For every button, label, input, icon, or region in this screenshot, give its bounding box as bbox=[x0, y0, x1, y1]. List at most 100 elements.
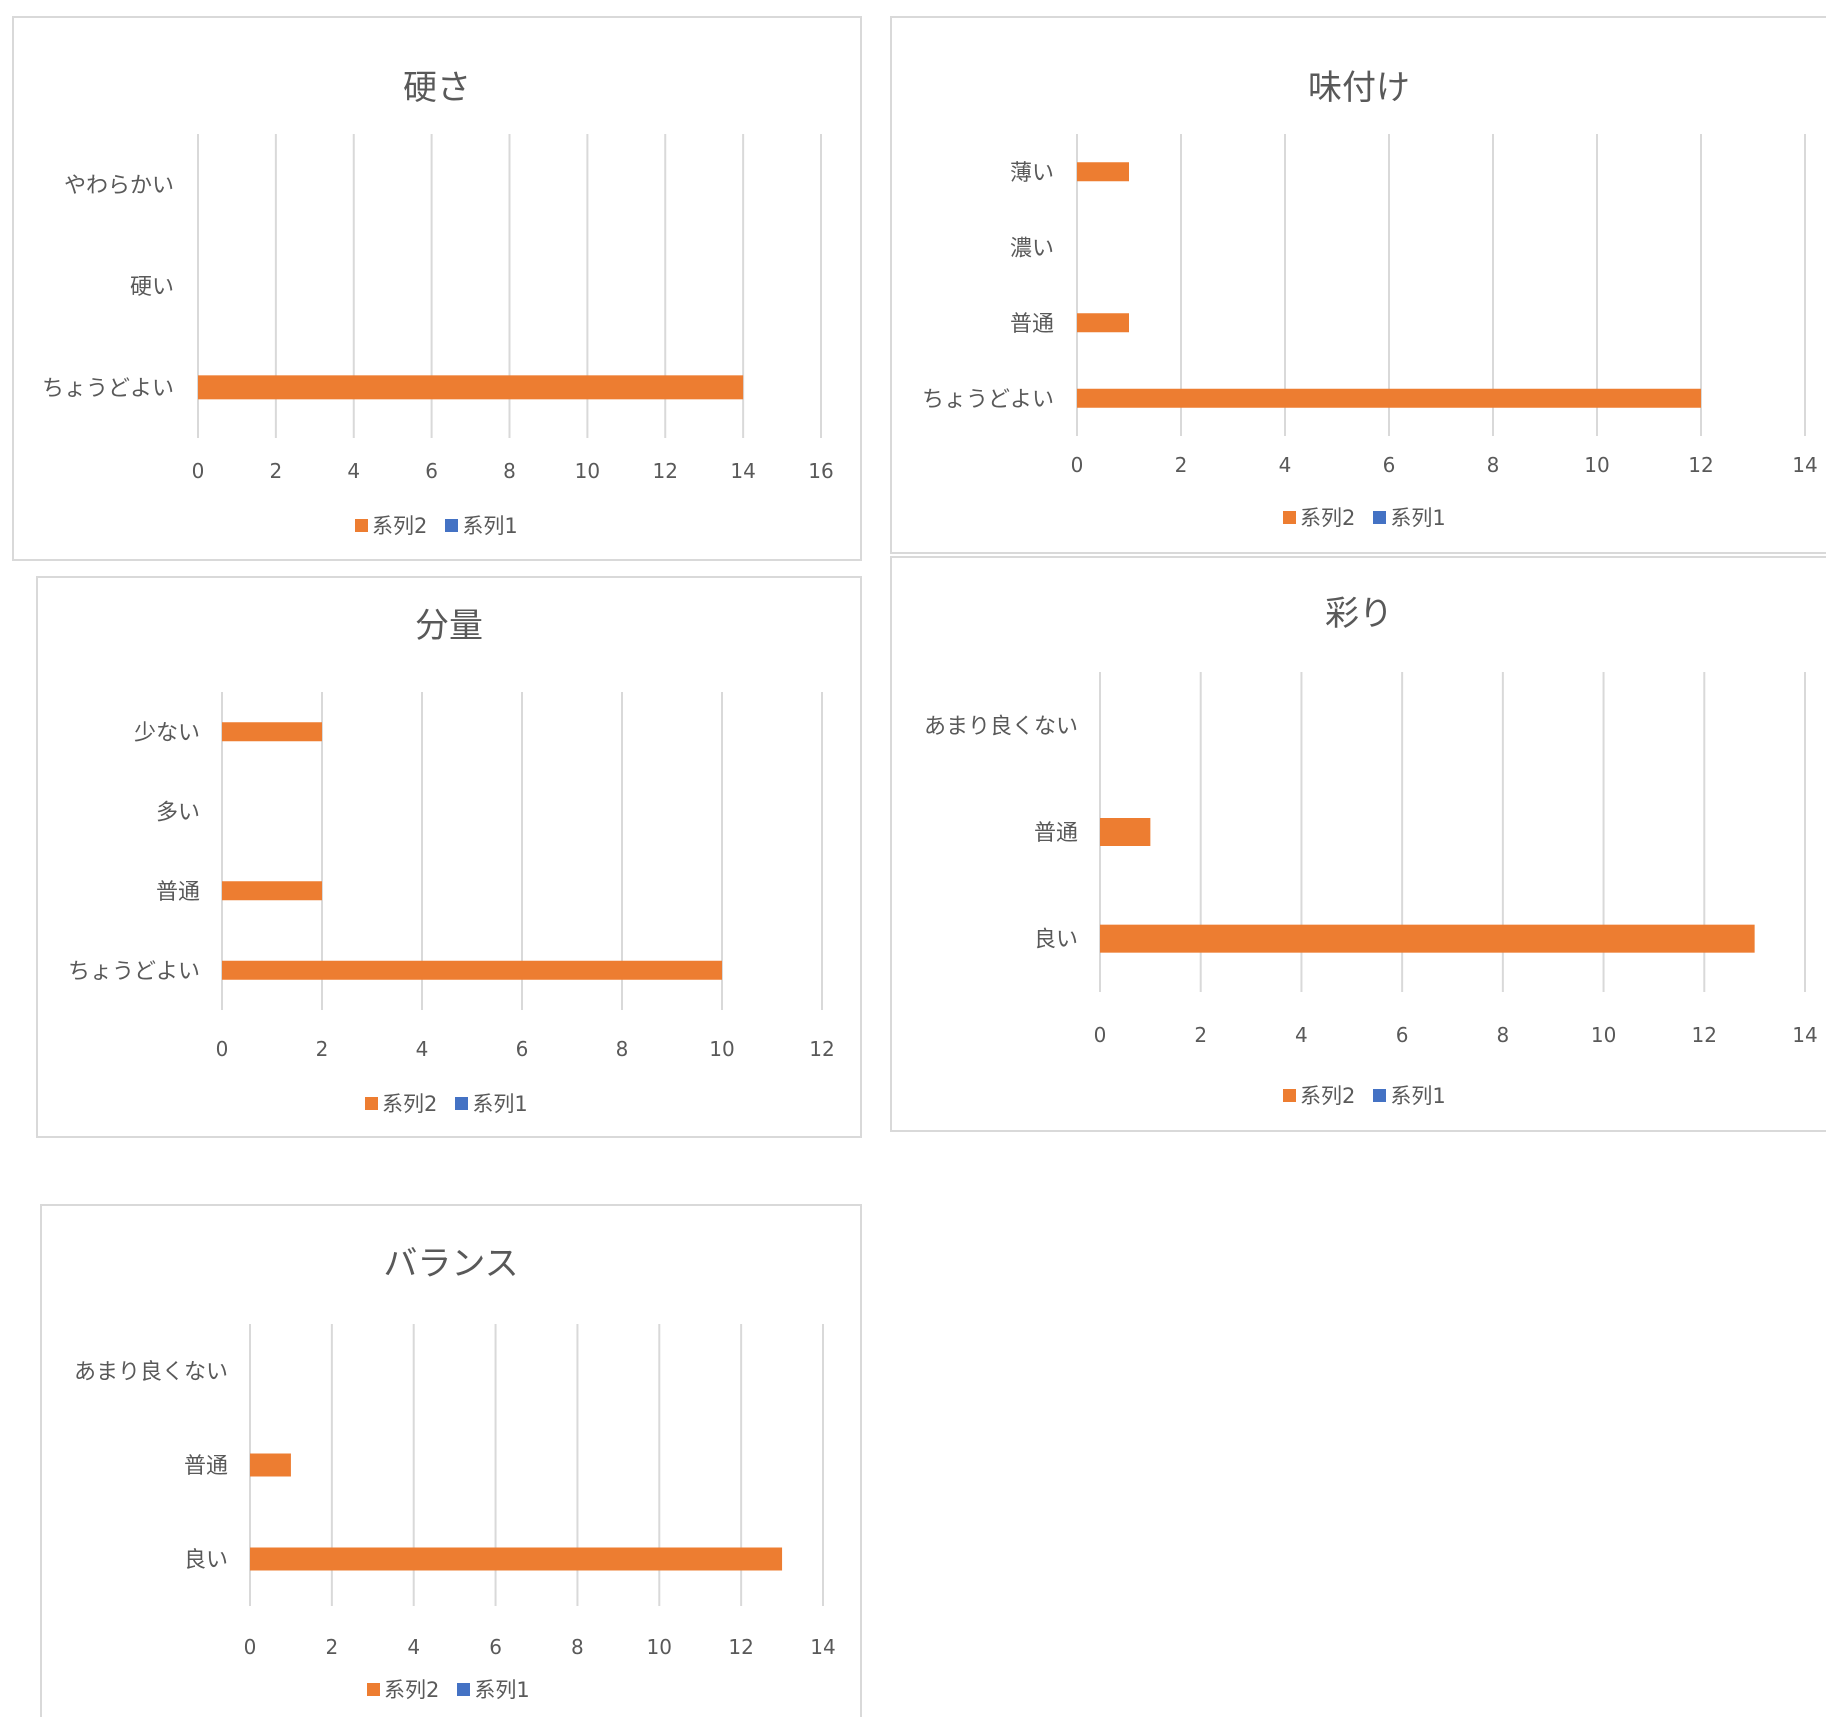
chart-title: 硬さ bbox=[403, 68, 471, 108]
legend-item-series1: 系列1 bbox=[1373, 502, 1446, 532]
x-tick-label: 12 bbox=[728, 1635, 753, 1659]
y-category-label: 普通 bbox=[1034, 821, 1078, 846]
x-tick-label: 6 bbox=[425, 459, 438, 483]
x-tick-label: 14 bbox=[810, 1635, 835, 1659]
x-tick-label: 8 bbox=[616, 1037, 629, 1061]
bar-series2 bbox=[1077, 313, 1129, 333]
bar-series2 bbox=[1100, 924, 1755, 953]
x-tick-label: 14 bbox=[1792, 453, 1817, 477]
legend-item-series2: 系列2 bbox=[1283, 502, 1355, 532]
x-tick-label: 4 bbox=[347, 459, 360, 483]
legend-swatch-icon bbox=[455, 1096, 469, 1110]
y-category-label: 濃い bbox=[1010, 236, 1054, 261]
legend-label: 系列1 bbox=[462, 514, 518, 538]
x-tick-label: 0 bbox=[216, 1037, 229, 1061]
y-category-label: ちょうどよい bbox=[68, 959, 200, 984]
y-category-label: 普通 bbox=[1010, 312, 1054, 337]
x-tick-label: 0 bbox=[1071, 453, 1084, 477]
y-category-label: あまり良くない bbox=[924, 714, 1078, 739]
y-category-label: やわらかい bbox=[64, 174, 174, 199]
legend-label: 系列1 bbox=[1390, 506, 1446, 530]
bar-series2 bbox=[1077, 388, 1701, 408]
x-tick-label: 2 bbox=[270, 459, 283, 483]
x-tick-label: 2 bbox=[1194, 1023, 1207, 1047]
legend-swatch-icon bbox=[355, 518, 368, 532]
x-tick-label: 10 bbox=[1584, 453, 1609, 477]
legend-item-series1: 系列1 bbox=[1373, 1080, 1446, 1110]
legend-swatch-icon bbox=[1283, 1088, 1296, 1102]
x-tick-label: 12 bbox=[653, 459, 678, 483]
bar-series2 bbox=[222, 960, 722, 980]
x-tick-label: 12 bbox=[809, 1037, 834, 1061]
chart-title: 彩り bbox=[1325, 594, 1393, 634]
legend-item-series2: 系列2 bbox=[355, 510, 427, 540]
x-tick-label: 6 bbox=[1396, 1023, 1409, 1047]
chart-title: バランス bbox=[383, 1244, 519, 1284]
x-tick-label: 0 bbox=[244, 1635, 257, 1659]
x-tick-label: 2 bbox=[325, 1635, 338, 1659]
chart-panel-balance: バランス 0 2 4 6 8 10 12 14 良い 普通 あまり良くない 系列2 系列1 bbox=[40, 1204, 862, 1717]
legend-item-series2: 系列2 bbox=[367, 1674, 439, 1704]
y-category-label: 良い bbox=[1034, 928, 1078, 953]
x-tick-label: 2 bbox=[1175, 453, 1188, 477]
chart-svg: 0 2 4 6 8 10 12 ちょうどよい 普通 多い 少ない bbox=[68, 692, 835, 1061]
x-tick-label: 4 bbox=[1279, 453, 1292, 477]
y-category-label: 薄い bbox=[1010, 161, 1054, 186]
x-tick-label: 6 bbox=[1383, 453, 1396, 477]
bar-series2 bbox=[1100, 818, 1151, 846]
x-tick-label: 4 bbox=[416, 1037, 429, 1061]
chart-legend: 系列2 系列1 bbox=[1283, 1080, 1446, 1110]
chart-title: 分量 bbox=[415, 606, 483, 646]
bar-series2 bbox=[222, 722, 322, 742]
x-tick-label: 8 bbox=[1487, 453, 1500, 477]
chart-legend: 系列2 系列1 bbox=[1283, 502, 1446, 532]
legend-swatch-icon bbox=[445, 518, 459, 532]
legend-label: 系列2 bbox=[1300, 1084, 1356, 1108]
chart-panel-portion: 分量 0 2 4 6 8 10 12 ちょうどよい 普通 多い 少ない 系列2 系列1 bbox=[36, 576, 862, 1138]
chart-svg: 0 2 4 6 8 10 12 14 良い 普通 あまり良くない bbox=[74, 1324, 836, 1659]
bar-series2 bbox=[222, 881, 322, 901]
x-tick-label: 10 bbox=[1591, 1023, 1616, 1047]
x-tick-label: 8 bbox=[1496, 1023, 1509, 1047]
legend-item-series1: 系列1 bbox=[455, 1088, 528, 1118]
legend-item-series2: 系列2 bbox=[1283, 1080, 1355, 1110]
x-tick-label: 0 bbox=[192, 459, 205, 483]
legend-swatch-icon bbox=[1373, 1088, 1387, 1102]
x-tick-label: 16 bbox=[808, 459, 833, 483]
chart-panel-seasoning: 味付け 0 2 4 6 8 10 12 14 ちょうどよい 普通 濃い 薄い 系列2 系列1 bbox=[890, 16, 1826, 554]
legend-label: 系列2 bbox=[384, 1678, 440, 1702]
bar-series2 bbox=[198, 375, 744, 400]
legend-label: 系列2 bbox=[1300, 506, 1356, 530]
x-tick-label: 14 bbox=[730, 459, 755, 483]
x-tick-label: 12 bbox=[1688, 453, 1713, 477]
chart-panel-color: 彩り 0 2 4 6 8 10 12 14 良い 普通 あまり良くない 系列2 系列1 bbox=[890, 556, 1826, 1132]
bar-series2 bbox=[250, 1453, 291, 1477]
chart-title: 味付け bbox=[1308, 68, 1410, 108]
x-tick-label: 4 bbox=[407, 1635, 420, 1659]
y-category-label: 普通 bbox=[156, 880, 200, 905]
bar-series2 bbox=[250, 1547, 783, 1571]
x-tick-label: 10 bbox=[575, 459, 600, 483]
y-category-label: 少ない bbox=[134, 721, 200, 746]
chart-legend: 系列2 系列1 bbox=[355, 510, 518, 540]
y-category-label: 良い bbox=[184, 1548, 228, 1573]
chart-legend: 系列2 系列1 bbox=[365, 1088, 528, 1118]
x-tick-label: 6 bbox=[489, 1635, 502, 1659]
y-category-label: 普通 bbox=[184, 1454, 228, 1479]
y-category-label: あまり良くない bbox=[74, 1360, 228, 1385]
y-category-label: 硬い bbox=[130, 275, 174, 300]
x-tick-label: 14 bbox=[1792, 1023, 1817, 1047]
chart-svg: 0 2 4 6 8 10 12 14 16 ちょうどよい 硬い やわらかい bbox=[42, 134, 834, 483]
chart-svg: 0 2 4 6 8 10 12 14 ちょうどよい 普通 濃い 薄い bbox=[922, 134, 1818, 477]
x-tick-label: 6 bbox=[516, 1037, 529, 1061]
legend-item-series2: 系列2 bbox=[365, 1088, 437, 1118]
legend-item-series1: 系列1 bbox=[445, 510, 518, 540]
legend-label: 系列1 bbox=[472, 1092, 528, 1116]
legend-swatch-icon bbox=[365, 1096, 378, 1110]
chart-panel-hardness: 硬さ 0 2 4 6 8 10 12 14 16 ちょうどよい 硬い やわらかい 系列2 系列1 bbox=[12, 16, 862, 561]
x-tick-label: 10 bbox=[647, 1635, 672, 1659]
x-tick-label: 8 bbox=[571, 1635, 584, 1659]
legend-swatch-icon bbox=[1373, 510, 1387, 524]
chart-legend: 系列2 系列1 bbox=[367, 1674, 530, 1704]
legend-label: 系列2 bbox=[372, 514, 428, 538]
